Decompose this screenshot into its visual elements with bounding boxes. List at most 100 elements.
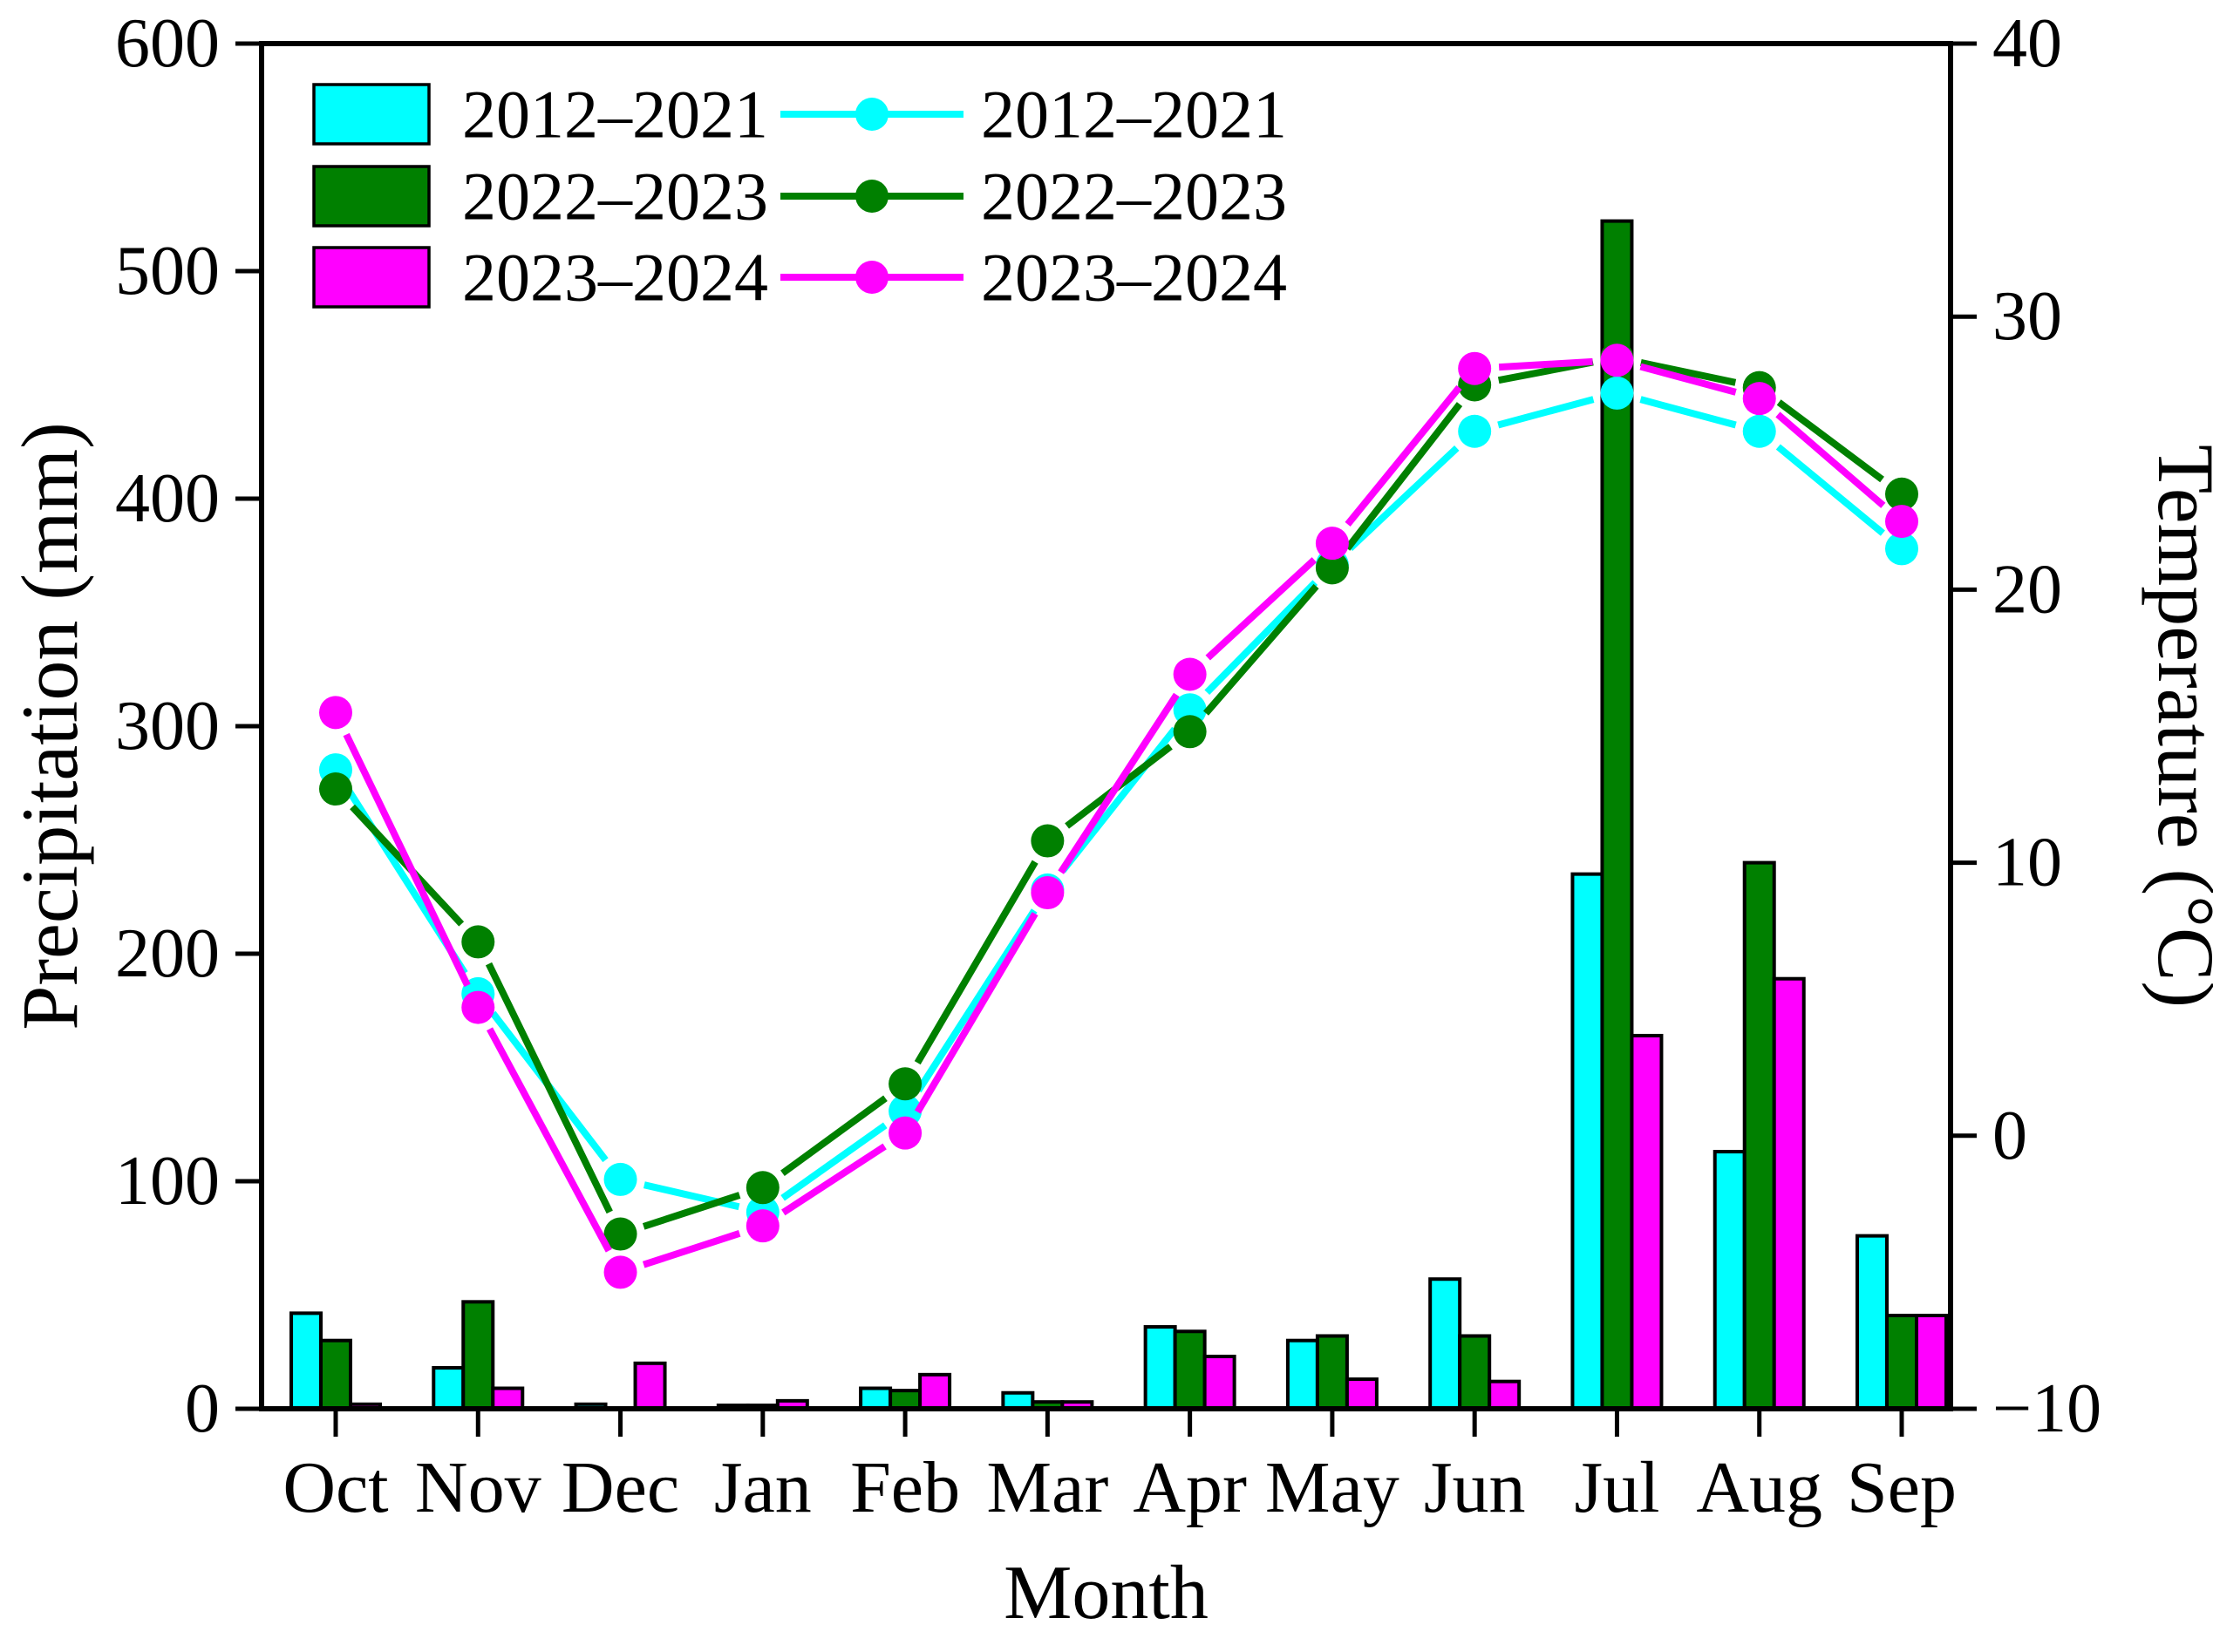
tick-label-left-200: 200 — [115, 915, 220, 992]
point-2022-2023-nov — [461, 925, 495, 959]
tick-label-left-0: 0 — [185, 1370, 220, 1447]
line-segment-2023-2024-jan — [781, 1143, 887, 1216]
line-segment-2012-2021-jul — [1639, 396, 1737, 429]
point-2023-2024-feb — [889, 1116, 923, 1150]
x-tick-label-dec: Dec — [562, 1447, 679, 1528]
legend-marker-2022-2023 — [855, 180, 889, 213]
line-series-2023-2024 — [319, 343, 1918, 1289]
bar-2012-2021-oct — [289, 1311, 323, 1411]
point-2022-2023-oct — [319, 772, 352, 806]
point-2022-2023-feb — [889, 1067, 923, 1101]
point-2012-2021-jul — [1600, 376, 1634, 410]
bars-layer — [289, 219, 1948, 1411]
line-segment-2023-2024-apr — [1205, 557, 1318, 661]
point-2022-2023-mar — [1031, 824, 1065, 858]
tick-label-left-400: 400 — [115, 460, 220, 537]
line-segment-2023-2024-jul — [1639, 363, 1737, 396]
x-tick-label-nov: Nov — [415, 1447, 541, 1528]
line-segment-2023-2024-aug — [1775, 411, 1886, 508]
bar-2022-2023-nov — [461, 1300, 495, 1411]
bar-2023-2024-aug — [1772, 976, 1806, 1411]
line-segment-2023-2024-nov — [487, 1027, 612, 1253]
point-2023-2024-jan — [746, 1209, 780, 1243]
x-tick-label-jul: Jul — [1574, 1447, 1659, 1528]
line-segment-2023-2024-feb — [914, 912, 1038, 1114]
bar-series-2022-2023 — [319, 219, 1918, 1411]
x-tick-label-jun: Jun — [1424, 1447, 1526, 1528]
line-segment-2023-2024-mar — [1058, 692, 1180, 874]
bar-2022-2023-jul — [1600, 219, 1634, 1411]
point-2023-2024-sep — [1885, 505, 1918, 539]
line-segment-2012-2021-aug — [1775, 444, 1885, 536]
legend-swatch-2023-2024 — [312, 246, 431, 309]
point-2023-2024-nov — [461, 990, 495, 1024]
bar-2023-2024-feb — [918, 1372, 952, 1411]
tick-label-left-100: 100 — [115, 1143, 220, 1220]
bar-2023-2024-jun — [1488, 1379, 1522, 1411]
line-segment-2012-2021-feb — [915, 908, 1038, 1093]
line-segment-2012-2021-jan — [780, 1122, 888, 1201]
legend-row-2023-2024: 2023–2024 2023–2024 — [312, 240, 1287, 316]
point-2022-2023-dec — [603, 1217, 637, 1251]
line-segment-2022-2023-nov — [485, 962, 613, 1214]
x-axis-title: Month — [1004, 1551, 1209, 1635]
line-segment-2022-2023-jul — [1640, 359, 1737, 386]
point-2023-2024-apr — [1173, 657, 1207, 691]
line-segment-2023-2024-dec — [642, 1230, 741, 1268]
point-2022-2023-apr — [1173, 715, 1207, 749]
point-2023-2024-jun — [1458, 351, 1492, 385]
point-2023-2024-mar — [1031, 876, 1065, 910]
legend-bar-label-2023-2024: 2023–2024 — [462, 240, 768, 316]
bar-2012-2021-aug — [1713, 1150, 1747, 1411]
x-tick-label-oct: Oct — [283, 1447, 388, 1528]
point-2022-2023-sep — [1885, 477, 1918, 511]
line-series-2022-2023 — [319, 341, 1918, 1251]
right-axis-title: Temperature (°C) — [2142, 445, 2213, 1008]
bar-2023-2024-may — [1345, 1377, 1379, 1411]
legend-swatch-2012-2021 — [312, 83, 431, 146]
legend-swatch-2022-2023 — [312, 165, 431, 228]
legend-line-label-2012-2021: 2012–2021 — [981, 77, 1287, 153]
point-2023-2024-aug — [1742, 382, 1776, 416]
point-2012-2021-dec — [603, 1162, 637, 1196]
tick-label-right-30: 30 — [1992, 278, 2062, 355]
tick-label-right-0: 0 — [1992, 1098, 2027, 1174]
point-2023-2024-jul — [1600, 343, 1634, 377]
left-axis-title: Precipitation (mm) — [5, 422, 94, 1030]
axes-layer: 0 100 200 300 400 500 600 −10 0 10 20 30 40 Oct Nov Dec… — [5, 5, 2213, 1635]
line-segment-2022-2023-feb — [914, 860, 1038, 1065]
line-segment-2022-2023-jan — [780, 1095, 888, 1177]
bar-2022-2023-oct — [319, 1338, 352, 1411]
x-tick-label-jan: Jan — [714, 1447, 812, 1528]
bar-2023-2024-jul — [1630, 1033, 1664, 1411]
bar-2022-2023-feb — [889, 1389, 923, 1411]
tick-label-right-10: 10 — [1992, 825, 2062, 901]
x-tick-label-sep: Sep — [1847, 1447, 1957, 1528]
bar-2012-2021-nov — [432, 1366, 466, 1411]
tick-label-left-500: 500 — [115, 233, 220, 309]
x-tick-label-apr: Apr — [1133, 1447, 1247, 1528]
line-segment-2012-2021-may — [1347, 445, 1460, 551]
line-segment-2023-2024-jun — [1498, 357, 1593, 371]
bar-2023-2024-nov — [491, 1386, 525, 1411]
line-series-2012-2021 — [319, 376, 1918, 1229]
x-tick-label-mar: Mar — [986, 1447, 1108, 1528]
point-2012-2021-sep — [1885, 532, 1918, 566]
bar-2012-2021-jun — [1428, 1277, 1462, 1411]
legend-row-2012-2021: 2012–2021 2012–2021 — [312, 77, 1287, 153]
x-tick-label-feb: Feb — [850, 1447, 960, 1528]
line-segment-2022-2023-dec — [642, 1192, 741, 1230]
tick-label-right--10: −10 — [1992, 1370, 2101, 1447]
bar-2022-2023-may — [1315, 1334, 1349, 1411]
line-segment-2022-2023-aug — [1776, 399, 1884, 483]
bar-2023-2024-dec — [633, 1361, 667, 1411]
point-2022-2023-jan — [746, 1171, 780, 1205]
legend-line-label-2022-2023: 2022–2023 — [981, 159, 1287, 235]
line-segment-2023-2024-may — [1345, 384, 1462, 527]
tick-label-right-40: 40 — [1992, 5, 2062, 82]
point-2012-2021-aug — [1742, 414, 1776, 448]
legend-marker-2023-2024 — [855, 261, 889, 294]
bar-2012-2021-jul — [1570, 872, 1604, 1411]
